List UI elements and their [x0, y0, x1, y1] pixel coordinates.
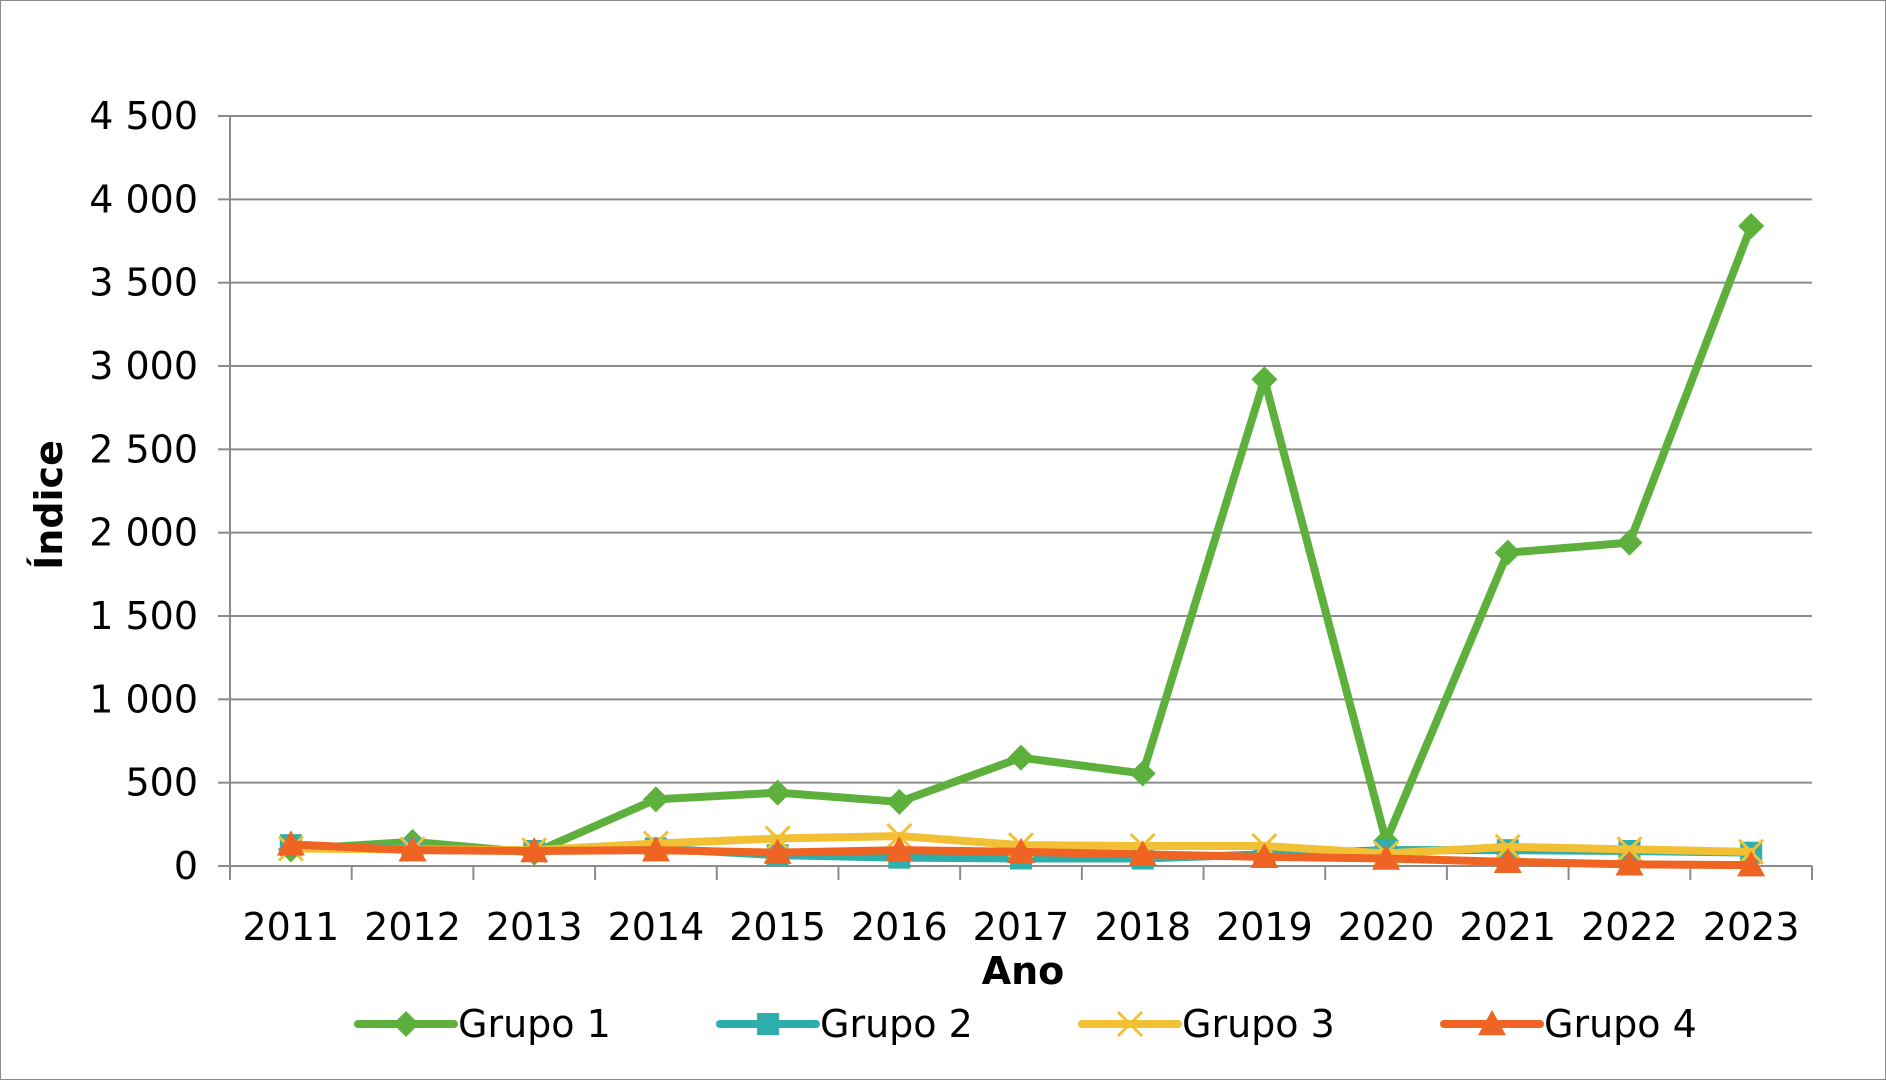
- series-4-point: [1615, 850, 1644, 876]
- x-tick-label: 2011: [242, 905, 339, 949]
- series-4-point: [276, 830, 305, 856]
- series-1-point: [1129, 760, 1156, 787]
- series-4-point: [1128, 840, 1157, 866]
- marker-stroke: [1616, 836, 1643, 863]
- series-1-point: [1251, 366, 1278, 393]
- series-3-point: [886, 822, 913, 850]
- series-1-point: [1738, 213, 1765, 239]
- legend-item: Grupo 1: [354, 1002, 611, 1046]
- x-axis-title: Ano: [982, 949, 1065, 993]
- axes: [218, 115, 1813, 880]
- x-tick-label: 2019: [1216, 905, 1313, 949]
- legend-swatch-marker: [1116, 1010, 1144, 1038]
- marker-stroke: [886, 822, 913, 850]
- legend-swatch-marker: [1478, 1010, 1506, 1036]
- series-4-point: [1250, 842, 1279, 869]
- series-1-point: [1494, 539, 1521, 566]
- x-tick-label: 2013: [486, 905, 583, 949]
- y-tick-label: 3 000: [89, 344, 198, 388]
- legend-label: Grupo 2: [820, 1002, 973, 1046]
- y-tick-label: 2 500: [89, 427, 198, 471]
- legend-item: Grupo 4: [1440, 1002, 1697, 1046]
- y-tick-label: 4 000: [89, 177, 198, 221]
- x-tick-label: 2017: [973, 905, 1070, 949]
- x-tick-label: 2014: [608, 905, 705, 949]
- y-tick-labels: 0 500 1 000 1 500 2 000 2 500 3 000 3 500 4 000 4…: [89, 94, 198, 888]
- x-tick-label: 2015: [729, 905, 826, 949]
- y-axis-title: Índice: [27, 440, 71, 570]
- legend-label: Grupo 1: [458, 1002, 611, 1046]
- marker-stroke: [764, 825, 791, 852]
- series-4-point: [1737, 851, 1766, 877]
- x-tick-label: 2020: [1338, 905, 1435, 949]
- gridlines: [230, 115, 1812, 784]
- y-tick-label: 0: [174, 844, 198, 888]
- y-tick-label: 4 500: [89, 94, 198, 138]
- series-1-point: [764, 779, 791, 806]
- series-4-point: [520, 837, 549, 863]
- series-1-point: [1616, 529, 1643, 556]
- x-tick-label: 2022: [1581, 905, 1678, 949]
- series-1-point: [642, 786, 669, 813]
- legend-swatch-marker: [393, 1011, 419, 1037]
- legend-label: Grupo 3: [1182, 1002, 1335, 1046]
- series-1-point: [1008, 744, 1034, 771]
- series-3-point: [1494, 833, 1521, 860]
- series: [276, 213, 1766, 877]
- marker-stroke: [1116, 1010, 1144, 1038]
- series-4-point: [641, 836, 670, 862]
- y-tick-label: 1 500: [89, 594, 198, 638]
- series-1: [277, 213, 1765, 866]
- series-4-point: [398, 836, 427, 862]
- y-tick-label: 500: [125, 761, 198, 805]
- y-tick-label: 3 500: [89, 261, 198, 305]
- series-3-point: [764, 825, 791, 852]
- series-4-point: [1493, 847, 1522, 874]
- series-4: [276, 830, 1766, 877]
- legend-swatch-marker: [757, 1013, 779, 1035]
- series-3-point: [1616, 836, 1643, 863]
- x-tick-labels: 2011 2012 2013 2014 2015 2016 2017 2018 2019 2020…: [242, 905, 1799, 949]
- series-4-point: [1007, 837, 1035, 864]
- series-4-point: [763, 838, 792, 864]
- y-tick-label: 2 000: [89, 511, 198, 555]
- marker-stroke: [1494, 833, 1521, 860]
- legend-item: Grupo 2: [716, 1002, 973, 1046]
- x-tick-label: 2021: [1459, 905, 1556, 949]
- series-4-point: [1372, 844, 1401, 870]
- legend-label: Grupo 4: [1544, 1002, 1697, 1046]
- y-tick-label: 1 000: [89, 677, 198, 721]
- x-tick-label: 2016: [851, 905, 948, 949]
- x-tick-label: 2012: [364, 905, 461, 949]
- series-1-point: [886, 788, 913, 815]
- x-tick-label: 2018: [1094, 905, 1191, 949]
- x-tick-label: 2023: [1703, 905, 1800, 949]
- legend: Grupo 1 Grupo 2 Grupo 3 Grupo 4: [354, 1002, 1697, 1046]
- legend-item: Grupo 3: [1078, 1002, 1335, 1046]
- series-4-point: [885, 836, 914, 862]
